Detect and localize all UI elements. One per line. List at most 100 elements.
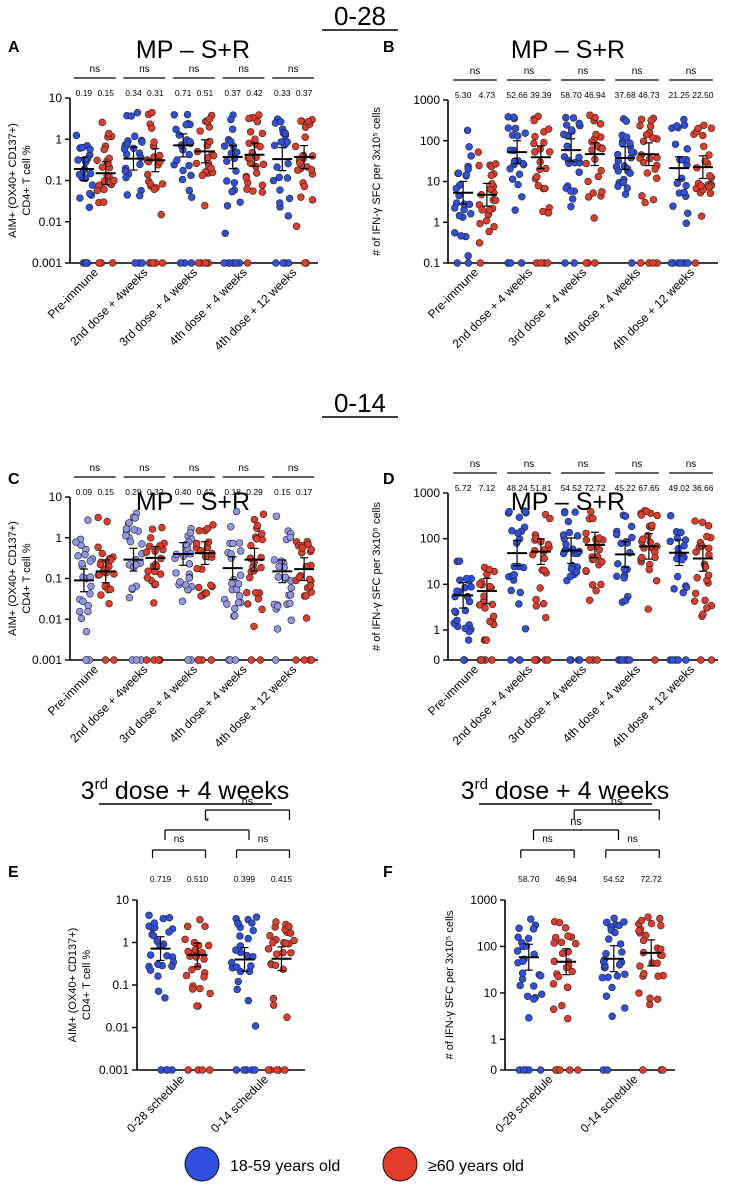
data-point xyxy=(232,946,240,954)
data-point xyxy=(511,124,520,133)
data-point xyxy=(84,607,92,616)
data-point xyxy=(627,147,636,156)
data-point xyxy=(251,1022,260,1030)
median-value-label: 0.19 xyxy=(76,88,93,98)
data-point xyxy=(86,145,94,153)
data-point xyxy=(185,560,194,568)
data-point xyxy=(590,555,598,563)
data-point xyxy=(603,1066,612,1074)
data-point xyxy=(518,969,527,977)
y-tick-label: 0.001 xyxy=(32,653,62,667)
data-point xyxy=(699,610,707,618)
panel-b-ifng-0-28: B MP – S+R 1000 100 10 1 0.1 # of IFN-γ SFC per… xyxy=(371,36,718,353)
median-value-label: 0.31 xyxy=(147,88,164,98)
data-point xyxy=(121,167,130,175)
data-point xyxy=(187,259,196,267)
data-point xyxy=(608,1012,616,1020)
data-point xyxy=(680,542,688,550)
median-value-label: 0.40 xyxy=(175,487,192,497)
data-point xyxy=(693,574,701,582)
data-point xyxy=(194,656,202,664)
data-point xyxy=(618,656,626,664)
significance-label: ns xyxy=(90,64,101,75)
data-point xyxy=(229,539,237,548)
y-tick-label: 0.1 xyxy=(45,174,62,188)
data-point xyxy=(544,540,553,549)
significance-label: ns xyxy=(524,66,535,77)
data-point xyxy=(639,1066,647,1074)
data-point xyxy=(640,969,648,978)
x-category-label: Pre-immune xyxy=(425,662,481,718)
data-point xyxy=(279,949,287,957)
data-point xyxy=(154,987,163,995)
data-point xyxy=(651,656,659,664)
data-point xyxy=(85,203,94,212)
data-point xyxy=(674,545,682,553)
data-point xyxy=(536,165,544,174)
data-point xyxy=(455,211,464,220)
data-point xyxy=(78,559,86,568)
data-point xyxy=(515,924,523,932)
data-point xyxy=(273,950,281,958)
y-tick-label: 10 xyxy=(49,91,63,105)
data-point xyxy=(231,656,240,664)
data-point xyxy=(228,188,236,196)
data-point xyxy=(513,947,522,955)
data-point xyxy=(192,539,201,548)
data-point xyxy=(240,1066,248,1074)
data-point xyxy=(699,131,707,140)
data-point xyxy=(82,656,90,664)
data-point xyxy=(277,117,285,126)
data-point xyxy=(516,656,524,664)
data-point xyxy=(525,1014,533,1022)
y-tick-label: 0 xyxy=(490,1063,497,1077)
data-point xyxy=(176,578,184,586)
significance-label: ns xyxy=(139,463,150,474)
data-point xyxy=(187,193,196,201)
data-point xyxy=(623,133,631,141)
data-point xyxy=(247,962,255,970)
data-point xyxy=(506,165,514,173)
data-point xyxy=(691,517,699,525)
data-point xyxy=(585,596,594,604)
data-point xyxy=(704,522,713,530)
data-point xyxy=(700,121,708,129)
data-point xyxy=(72,131,81,140)
data-point xyxy=(516,981,524,990)
data-point xyxy=(201,201,209,210)
data-point xyxy=(234,580,243,588)
data-point xyxy=(200,955,208,963)
data-point xyxy=(270,556,279,564)
data-point xyxy=(233,985,241,994)
data-point xyxy=(653,153,661,162)
data-point xyxy=(194,259,203,267)
data-point xyxy=(652,577,661,585)
data-point xyxy=(132,656,141,664)
data-point xyxy=(189,985,197,993)
data-point xyxy=(258,188,267,196)
data-point xyxy=(647,116,655,125)
data-point xyxy=(283,138,291,146)
data-point xyxy=(138,138,146,146)
data-point xyxy=(188,966,196,974)
data-point xyxy=(697,656,705,664)
data-point xyxy=(690,597,699,605)
x-category-label: 0-14 schedule xyxy=(577,1072,640,1135)
data-point xyxy=(572,939,580,948)
data-point xyxy=(227,550,235,558)
median-value-label: 0.510 xyxy=(187,874,209,884)
data-point xyxy=(86,169,95,178)
data-point xyxy=(598,145,606,153)
data-point xyxy=(705,183,713,191)
y-tick-label: 10 xyxy=(484,986,498,1000)
data-point xyxy=(646,538,654,546)
data-point xyxy=(264,945,273,953)
data-point xyxy=(125,593,134,602)
data-point xyxy=(256,142,264,151)
data-point xyxy=(598,558,606,566)
data-point xyxy=(277,138,285,146)
data-point xyxy=(195,583,203,592)
data-point xyxy=(244,600,252,608)
data-point xyxy=(269,176,278,185)
